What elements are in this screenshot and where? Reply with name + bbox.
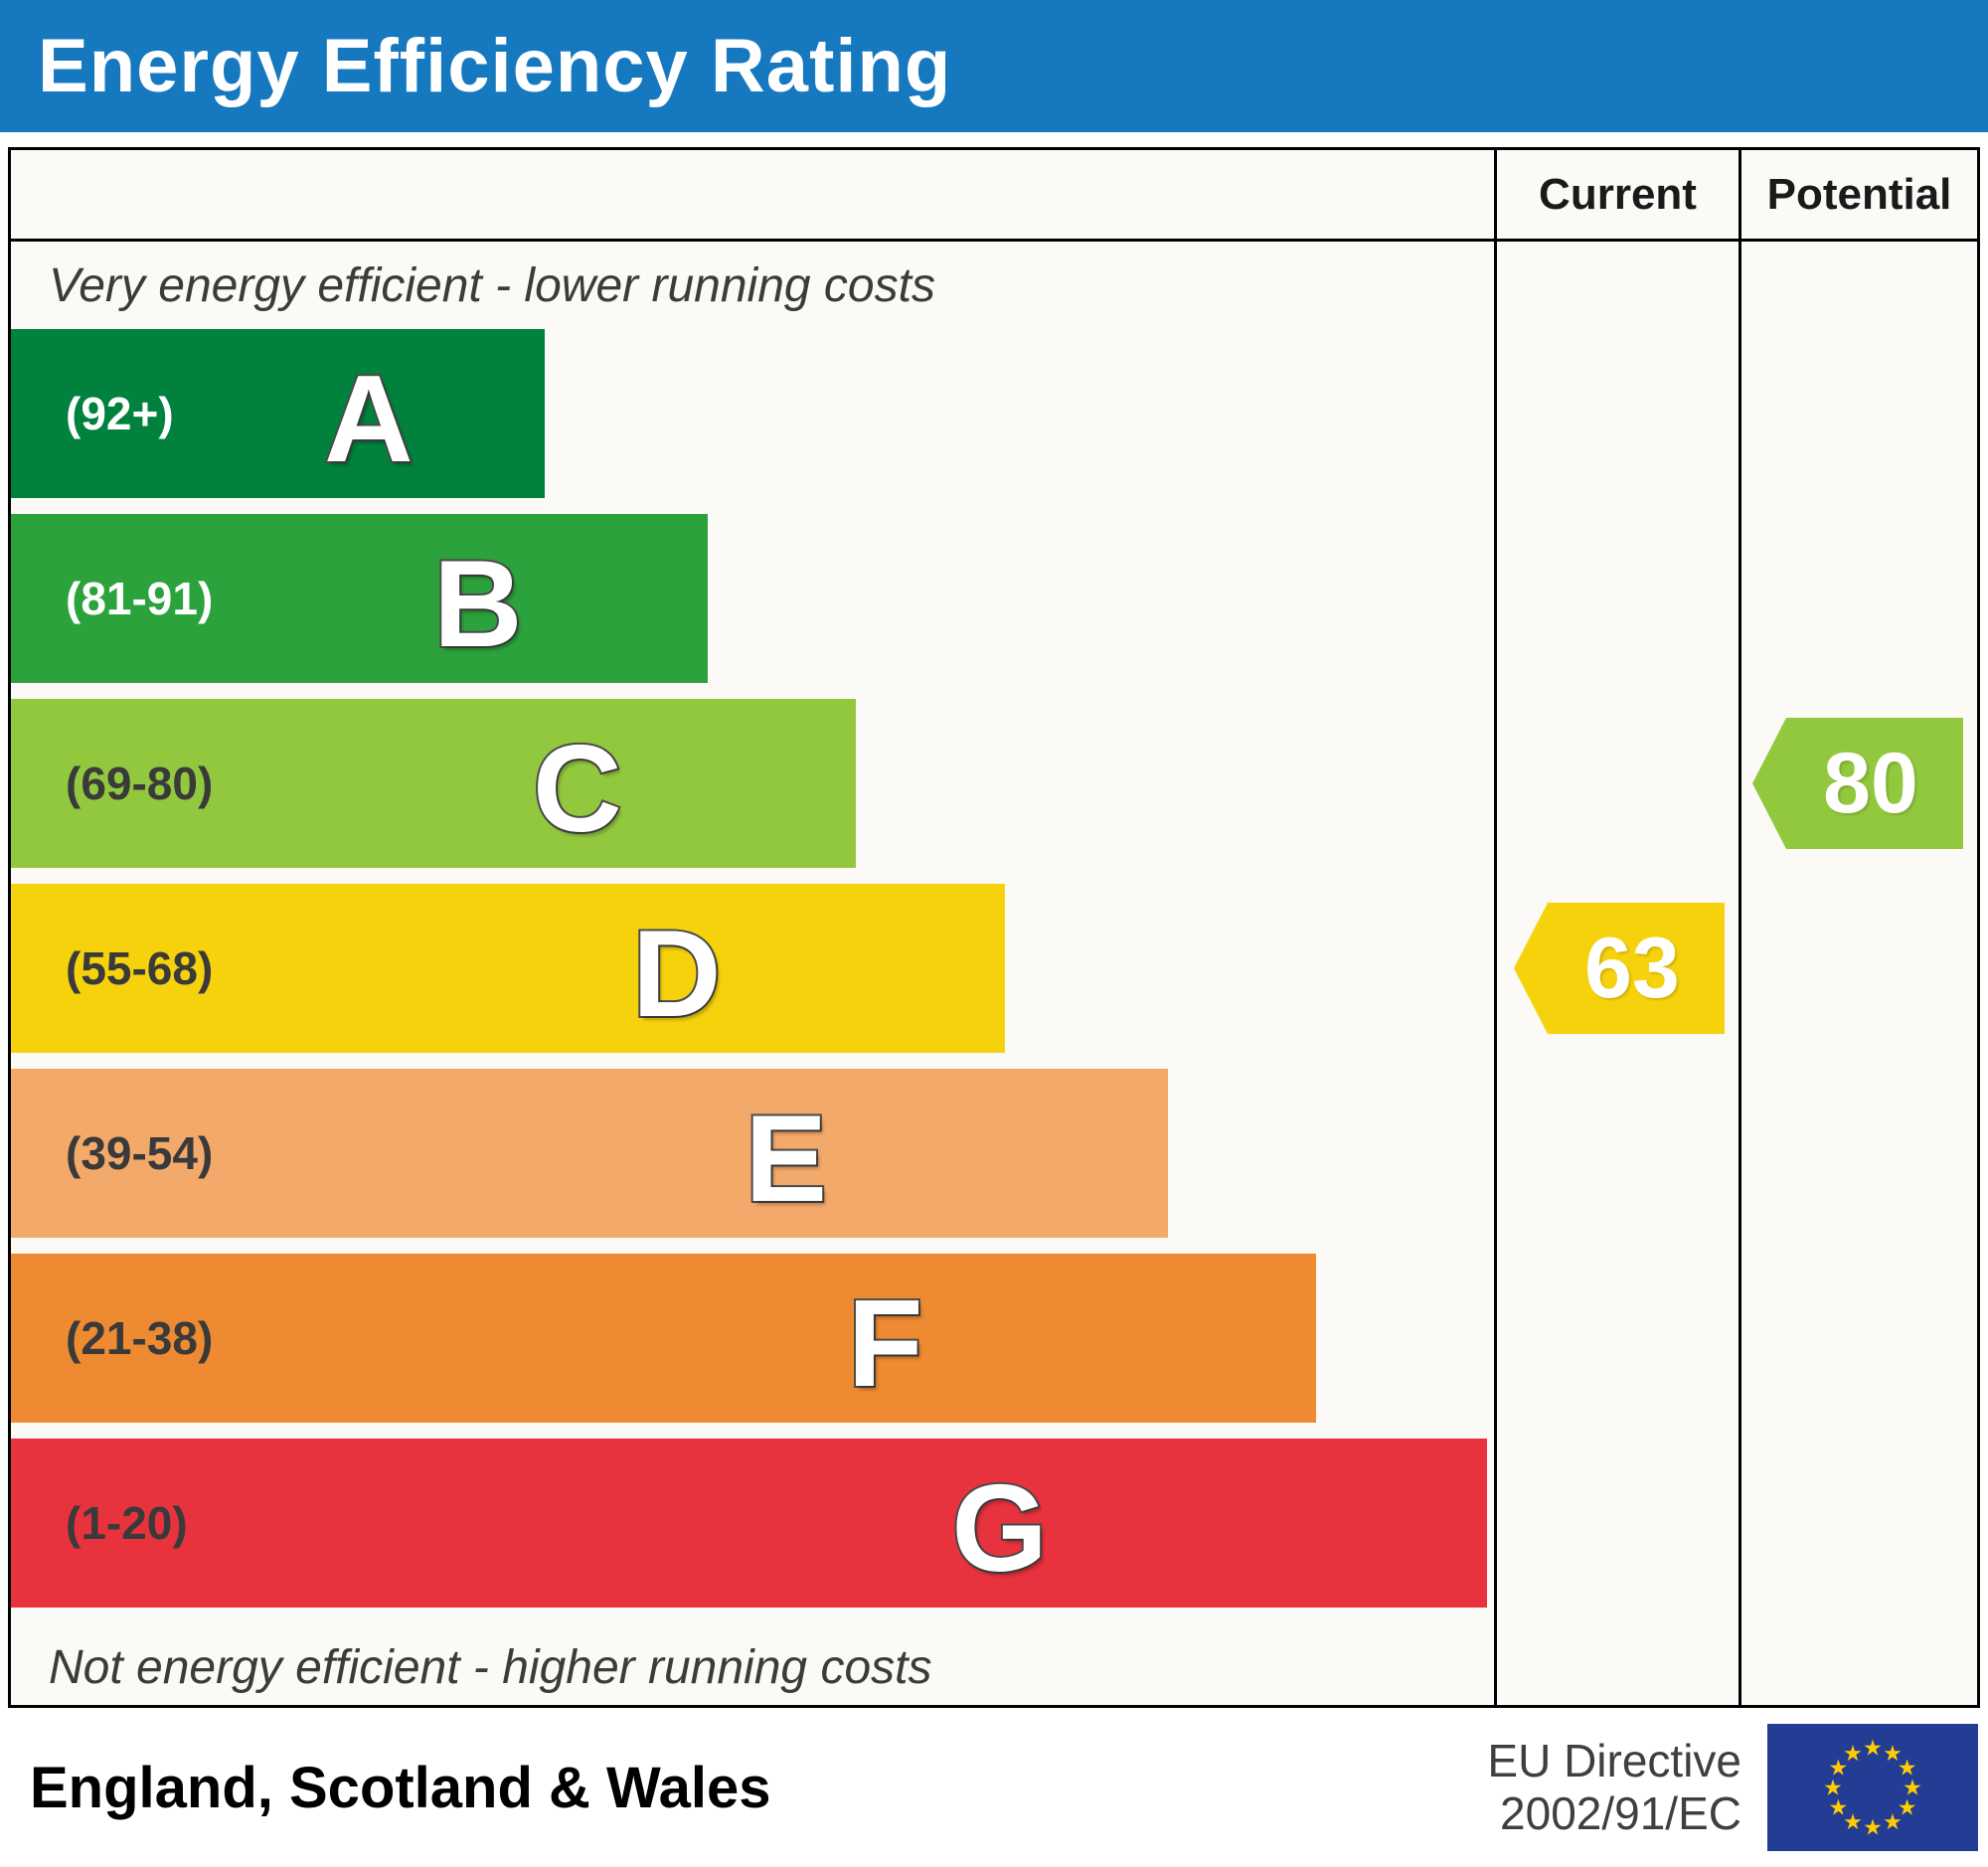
band-range-label: (92+) [66,388,174,439]
band-row: (81-91) B [11,514,1494,683]
band-letter: C [531,721,624,859]
band-row: (21-38) F [11,1254,1494,1423]
bands-area: Very energy efficient - lower running co… [11,242,1494,1705]
title-bar: Energy Efficiency Rating [0,0,1988,132]
bands: (92+) A (81-91) B (69-80) C (55-68) D (3… [11,329,1494,1608]
band-row: (55-68) D [11,884,1494,1053]
svg-text:★: ★ [1823,1776,1843,1800]
svg-text:★: ★ [1883,1809,1903,1834]
band-bar: (69-80) C [11,699,857,868]
current-column-body: 63 [1494,242,1739,1705]
band-range-label: (69-80) [66,758,214,809]
band-bar: (21-38) F [11,1254,1316,1423]
band-bar: (92+) A [11,329,546,498]
band-letter: F [846,1275,925,1414]
svg-text:★: ★ [1883,1741,1903,1766]
band-row: (39-54) E [11,1069,1494,1238]
svg-text:★: ★ [1829,1756,1849,1781]
potential-rating-value: 80 [1823,735,1918,831]
band-bar: (39-54) E [11,1069,1168,1238]
svg-text:★: ★ [1898,1756,1917,1781]
current-rating-value: 63 [1584,920,1680,1016]
eu-flag-icon: ★ ★ ★ ★ ★ ★ ★ ★ ★ ★ ★ ★ [1767,1724,1978,1851]
potential-column-body: 80 [1739,242,1977,1705]
band-bar: (55-68) D [11,884,1005,1053]
band-range-label: (55-68) [66,942,214,994]
band-range-label: (1-20) [66,1497,188,1549]
band-row: (1-20) G [11,1439,1494,1608]
epc-chart: Current Potential Very energy efficient … [8,147,1980,1708]
eu-directive-line2: 2002/91/EC [1500,1787,1741,1839]
band-row: (92+) A [11,329,1494,498]
band-range-label: (39-54) [66,1127,214,1179]
band-range-label: (81-91) [66,573,214,624]
svg-text:★: ★ [1863,1736,1883,1761]
svg-text:★: ★ [1903,1776,1922,1800]
band-bar: (81-91) B [11,514,709,683]
eu-directive-label: EU Directive 2002/91/EC [1487,1735,1741,1840]
svg-text:★: ★ [1863,1815,1883,1840]
band-letter: G [949,1460,1049,1599]
region-label: England, Scotland & Wales [30,1755,771,1820]
eu-directive-line1: EU Directive [1487,1735,1741,1787]
band-letter: D [630,906,724,1044]
page-title: Energy Efficiency Rating [38,24,952,108]
current-column-header: Current [1494,150,1739,242]
potential-rating-arrow: 80 [1752,718,1963,849]
band-letter: E [743,1091,829,1229]
band-letter: A [322,351,415,489]
footer: England, Scotland & Wales EU Directive 2… [0,1708,1988,1867]
band-letter: B [431,536,525,674]
main-column-header [11,150,1494,242]
bottom-note: Not energy efficient - higher running co… [49,1641,932,1694]
svg-text:★: ★ [1898,1795,1917,1820]
band-row: (69-80) C [11,699,1494,868]
svg-text:★: ★ [1843,1741,1863,1766]
band-bar: (1-20) G [11,1439,1487,1608]
svg-text:★: ★ [1843,1809,1863,1834]
band-range-label: (21-38) [66,1312,214,1364]
current-rating-arrow: 63 [1514,903,1725,1034]
svg-text:★: ★ [1829,1795,1849,1820]
potential-column-header: Potential [1739,150,1977,242]
top-note: Very energy efficient - lower running co… [49,258,935,312]
